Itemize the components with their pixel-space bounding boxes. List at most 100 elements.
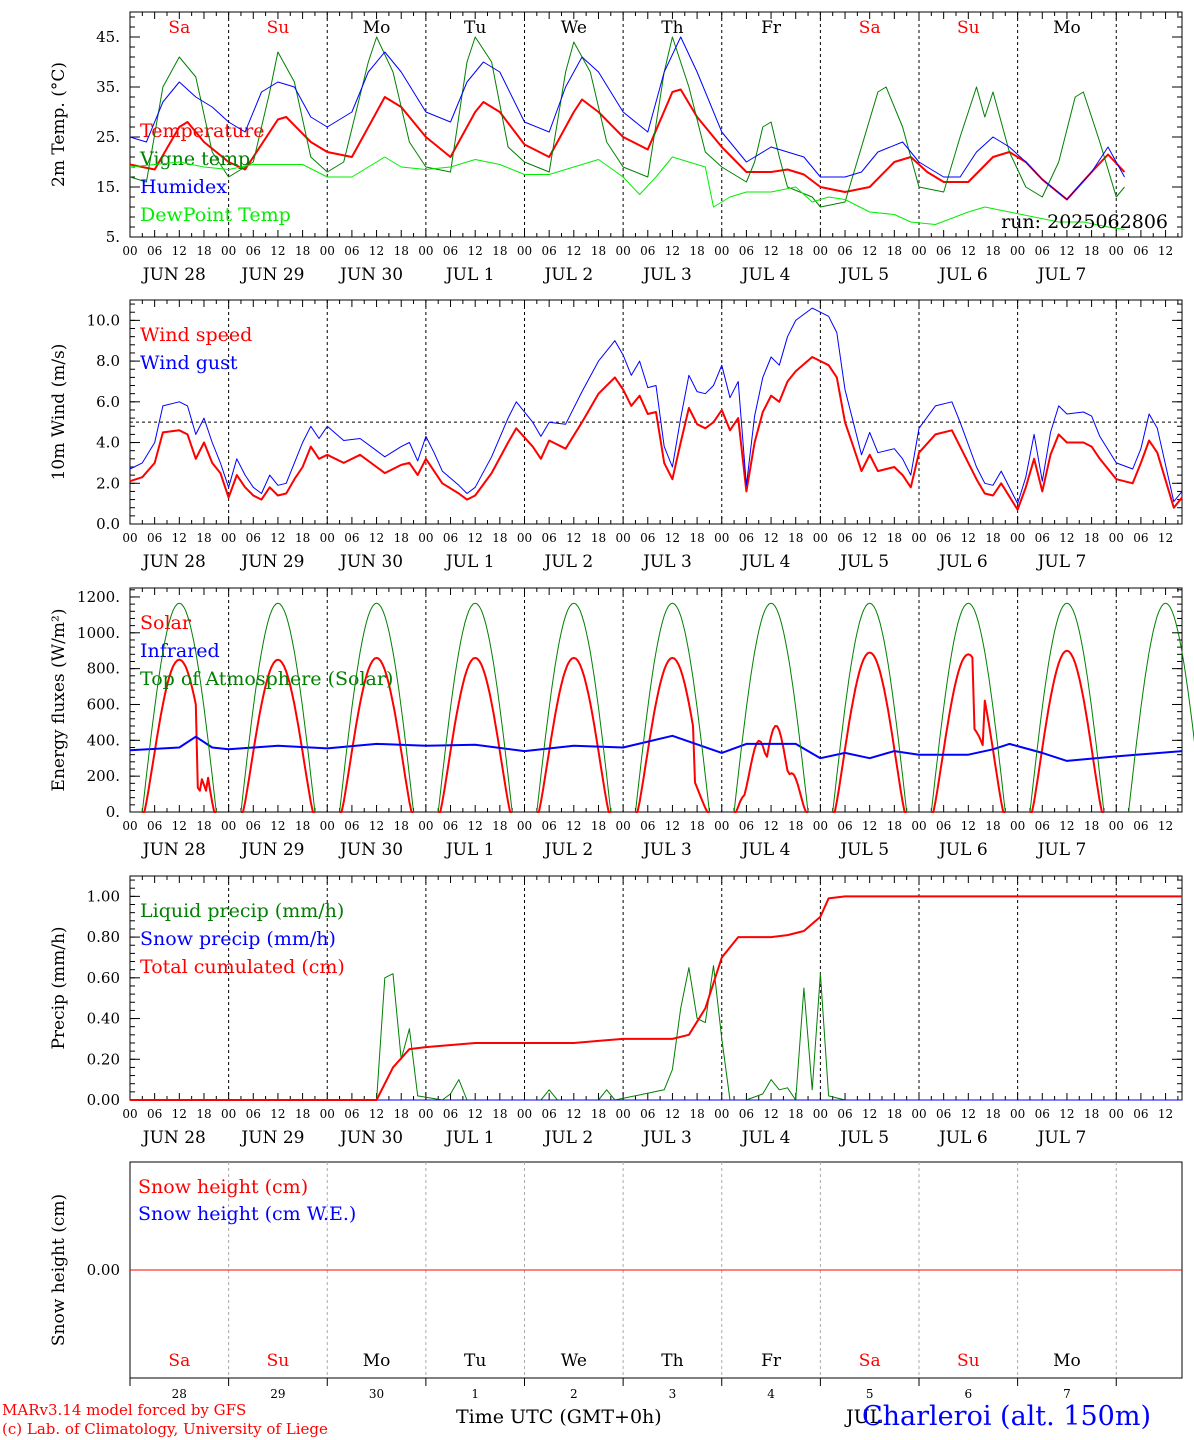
hour-label: 18: [295, 531, 310, 545]
date-label: JUL 7: [1036, 552, 1087, 572]
hour-label: 06: [837, 1107, 852, 1121]
hour-label: 06: [1035, 1107, 1050, 1121]
y-axis-label: Precip (mm/h): [49, 926, 69, 1049]
hour-label: 00: [615, 1107, 630, 1121]
hour-label: 06: [739, 531, 754, 545]
date-label: JUL 1: [444, 1128, 495, 1148]
hour-label: 12: [369, 819, 384, 833]
hour-label: 06: [147, 531, 162, 545]
y-tick-label: 2.0: [96, 474, 120, 492]
hour-label: 06: [837, 531, 852, 545]
series-top-of-atmosphere-solar: [141, 602, 217, 813]
hour-label: 18: [788, 1107, 803, 1121]
legend-liquid-precip-mm-h: Liquid precip (mm/h): [140, 900, 344, 922]
hour-label: 06: [1133, 1107, 1148, 1121]
hour-label: 12: [1059, 1107, 1074, 1121]
y-tick-label: 1.00: [87, 887, 120, 905]
hour-label: 00: [221, 531, 236, 545]
hour-label: 06: [147, 244, 162, 258]
hour-label: 12: [172, 531, 187, 545]
hour-label: 12: [566, 244, 581, 258]
station-name: Charleroi (alt. 150m): [862, 1401, 1151, 1432]
series-solar: [734, 725, 808, 813]
date-label: JUL 3: [641, 1128, 692, 1148]
bottom-day-number: 6: [964, 1387, 972, 1401]
series-solar: [241, 658, 315, 813]
y-tick-label: 35.: [96, 78, 120, 96]
hour-label: 00: [221, 244, 236, 258]
hour-label: 12: [172, 244, 187, 258]
legend-wind-gust: Wind gust: [140, 352, 238, 374]
series-top-of-atmosphere-solar: [832, 602, 908, 813]
hour-label: 00: [517, 531, 532, 545]
hour-label: 06: [936, 819, 951, 833]
y-tick-label: 5.: [106, 228, 120, 246]
hour-label: 12: [1059, 531, 1074, 545]
date-label: JUL 7: [1036, 1128, 1087, 1148]
hour-label: 06: [739, 244, 754, 258]
date-label: JUL 2: [542, 265, 593, 285]
legend-top-of-atmosphere-solar: Top of Atmosphere (Solar): [140, 668, 393, 690]
hour-label: 12: [1158, 531, 1173, 545]
hour-label: 06: [344, 1107, 359, 1121]
hour-label: 06: [344, 531, 359, 545]
bottom-day-number: 3: [669, 1387, 677, 1401]
hour-label: 06: [640, 531, 655, 545]
hour-label: 00: [221, 1107, 236, 1121]
weekday-label: We: [561, 18, 587, 38]
date-label: JUL 6: [937, 840, 988, 860]
y-tick-label: 600.: [87, 695, 120, 713]
hour-label: 12: [862, 531, 877, 545]
y-tick-label: 0.80: [87, 928, 120, 946]
hour-label: 00: [517, 244, 532, 258]
date-label: JUL 7: [1036, 265, 1087, 285]
bottom-weekday-label: Sa: [859, 1351, 881, 1371]
hour-label: 18: [196, 1107, 211, 1121]
hour-label: 00: [615, 244, 630, 258]
hour-label: 12: [270, 1107, 285, 1121]
hour-label: 12: [961, 531, 976, 545]
hour-label: 12: [566, 531, 581, 545]
legend-snow-height-cm-w-e: Snow height (cm W.E.): [138, 1203, 356, 1225]
hour-label: 00: [615, 531, 630, 545]
legend-snow-precip-mm-h: Snow precip (mm/h): [140, 928, 336, 950]
hour-label: 18: [591, 1107, 606, 1121]
series-liquid-precip-mm-h: [130, 965, 1182, 1101]
legend-snow-height-cm: Snow height (cm): [138, 1176, 308, 1198]
hour-label: 06: [443, 819, 458, 833]
hour-label: 18: [1084, 531, 1099, 545]
hour-label: 06: [246, 1107, 261, 1121]
hour-label: 18: [492, 531, 507, 545]
hour-label: 00: [911, 244, 926, 258]
weekday-label: Su: [267, 18, 290, 38]
date-label: JUL 1: [444, 840, 495, 860]
hour-label: 18: [985, 1107, 1000, 1121]
y-tick-label: 1200.: [77, 588, 120, 606]
y-tick-label: 10.0: [87, 311, 120, 329]
date-label: JUL 5: [838, 552, 889, 572]
hour-label: 12: [961, 819, 976, 833]
hour-label: 12: [172, 819, 187, 833]
hour-label: 00: [714, 1107, 729, 1121]
hour-label: 00: [122, 819, 137, 833]
hour-label: 18: [1084, 244, 1099, 258]
hour-label: 18: [394, 531, 409, 545]
series-solar: [1030, 649, 1104, 813]
hour-label: 06: [147, 1107, 162, 1121]
series-wind-speed: [129, 356, 1183, 511]
y-tick-label: 0.: [106, 803, 120, 821]
hour-label: 06: [837, 819, 852, 833]
hour-label: 06: [443, 531, 458, 545]
y-tick-label: 4.0: [96, 434, 120, 452]
bottom-day-number: 4: [767, 1387, 775, 1401]
hour-label: 18: [887, 531, 902, 545]
date-label: JUN 30: [338, 552, 403, 572]
date-label: JUL 6: [937, 1128, 988, 1148]
hour-label: 00: [320, 244, 335, 258]
weekday-label: Mo: [1053, 18, 1081, 38]
hour-label: 12: [468, 1107, 483, 1121]
hour-label: 00: [911, 819, 926, 833]
y-tick-label: 0.0: [96, 515, 120, 533]
hour-label: 12: [763, 244, 778, 258]
bottom-day-number: 5: [866, 1387, 874, 1401]
